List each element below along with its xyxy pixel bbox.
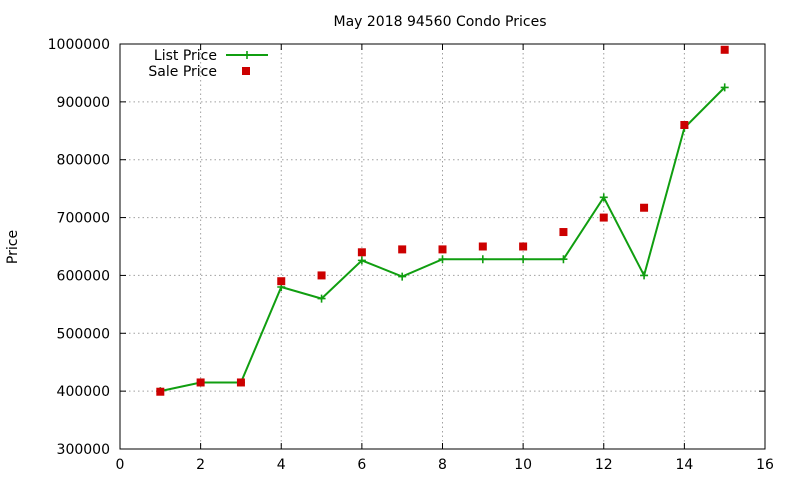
series-layer (156, 45, 729, 396)
data-point-plus (317, 294, 326, 303)
x-tick-label: 10 (514, 457, 532, 473)
y-tick-label: 800000 (57, 153, 110, 169)
data-point-plus (478, 255, 487, 264)
x-tick-label: 2 (196, 457, 205, 473)
data-point-plus (720, 83, 729, 92)
legend-label: List Price (154, 48, 217, 64)
x-axis-ticks: 0 2 4 6 8 10 12 14 16 (116, 44, 774, 473)
y-tick-label: 300000 (57, 442, 110, 458)
series-list-price (156, 83, 729, 396)
data-point-plus (398, 272, 407, 281)
data-point-plus (357, 256, 366, 265)
legend-plus-marker (243, 51, 251, 59)
y-tick-label: 600000 (57, 268, 110, 284)
data-point-plus (599, 193, 608, 202)
data-point-square (680, 121, 689, 129)
data-point-plus (438, 255, 447, 264)
data-point-square (438, 245, 447, 254)
data-point-plus (559, 255, 568, 264)
data-point-square (196, 378, 205, 387)
x-tick-label: 6 (357, 457, 366, 473)
data-point-square (478, 242, 487, 251)
y-axis-ticks: 300000 400000 500000 600000 700000 800000 9000… (48, 37, 765, 458)
data-point-square (277, 277, 286, 286)
data-point-square (357, 248, 366, 257)
series-sale-price (156, 45, 729, 396)
x-tick-label: 0 (116, 457, 125, 473)
y-tick-label: 1000000 (48, 37, 110, 53)
data-point-square (599, 213, 608, 222)
data-point-square (156, 387, 165, 396)
data-point-square (559, 228, 568, 237)
data-point-square (317, 271, 326, 280)
x-tick-label: 16 (756, 457, 774, 473)
y-tick-label: 500000 (57, 326, 110, 342)
y-axis-label: Price (5, 230, 21, 264)
y-tick-label: 900000 (57, 95, 110, 111)
data-point-square (236, 378, 245, 387)
data-point-plus (519, 255, 528, 264)
legend-label: Sale Price (148, 64, 217, 80)
data-point-square (640, 203, 649, 212)
x-tick-label: 14 (675, 457, 693, 473)
chart-title: May 2018 94560 Condo Prices (333, 14, 546, 30)
x-tick-label: 8 (438, 457, 447, 473)
data-point-plus (640, 271, 649, 280)
data-point-square (519, 242, 528, 251)
data-point-square (398, 245, 407, 254)
y-tick-label: 700000 (57, 211, 110, 227)
data-point-square (720, 45, 729, 54)
x-tick-label: 12 (595, 457, 613, 473)
y-tick-label: 400000 (57, 384, 110, 400)
x-tick-label: 4 (277, 457, 286, 473)
legend-square-marker (242, 67, 250, 75)
